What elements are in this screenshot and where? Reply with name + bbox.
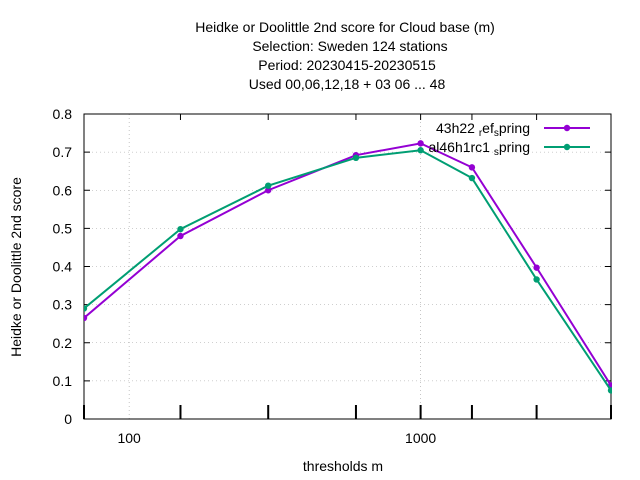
series-2-point [84,305,88,312]
y-tick-label: 0.6 [53,182,73,198]
plot-frame [83,113,612,420]
series-1-point [265,187,272,194]
chart-title: Heidke or Doolittle 2nd score for Cloud … [195,19,495,92]
x-tick-label: 1000 [405,430,436,446]
series-1-point [468,164,476,171]
y-tick-label: 0 [64,411,72,427]
tick-labels: 0 0.1 0.2 0.3 0.4 0.5 0.6 0.7 0.8 100 1000 [53,106,437,446]
y-tick-label: 0.7 [53,144,73,160]
grid [84,114,611,419]
legend-marker-1 [563,124,571,132]
series-2-point [177,225,184,233]
title-line-1: Heidke or Doolittle 2nd score for Cloud … [195,19,495,35]
y-tick-label: 0.5 [53,220,73,236]
series-2-point [607,387,612,394]
axes [83,113,612,420]
series-2-point [352,154,360,162]
legend-label-2: al46h1rc1 spring [428,139,530,158]
y-tick-label: 0.3 [53,297,73,313]
series-2-point [417,147,424,154]
series-1-point [417,140,424,147]
y-tick-label: 0.8 [53,106,73,122]
legend-marker-2 [563,143,571,151]
y-axis-label: Heidke or Doolittle 2nd score [8,177,24,357]
y-tick-label: 0.1 [53,373,73,389]
series [84,140,612,394]
x-tick-label: 100 [117,430,141,446]
series-2-point [468,174,476,182]
title-line-2: Selection: Sweden 124 stations [252,38,447,54]
series-2-point [533,276,540,283]
series-1-point [533,264,540,271]
series-1-point [177,232,184,240]
y-tick-label: 0.4 [53,259,73,275]
title-line-3: Period: 20230415-20230515 [258,57,436,73]
series-line-1 [84,142,612,386]
x-axis-label: thresholds m [303,458,383,474]
legend-label-1: 43h22 refspring [436,120,530,139]
series-1-point [84,314,88,322]
title-line-4: Used 00,06,12,18 + 03 06 ... 48 [249,76,446,92]
y-tick-label: 0.2 [53,335,73,351]
series-line-2 [84,149,612,391]
series-2-point [265,182,272,189]
